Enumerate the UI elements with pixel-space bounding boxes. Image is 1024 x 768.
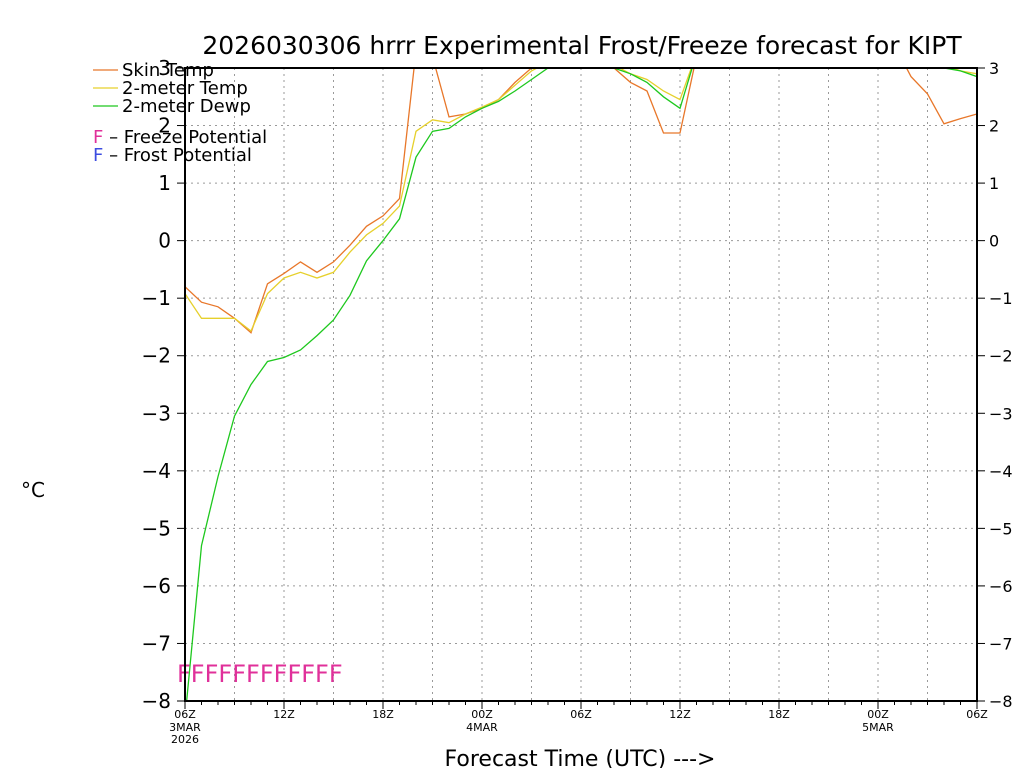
- y-axis-left: −8 −7 −6 −5 −4 −3 −2 −1 0 1 2 3: [142, 56, 185, 713]
- y-tick-label-right: −5: [989, 519, 1013, 538]
- y-tick-label: 0: [158, 229, 171, 253]
- x-tick-sublabel: 5MAR: [862, 721, 894, 734]
- y-tick-label: −6: [142, 574, 171, 598]
- y-tick-label: −3: [142, 401, 171, 425]
- y-tick-label: 1: [158, 171, 171, 195]
- y-tick-label: −2: [142, 344, 171, 368]
- series-line-2-meter-dewp: [185, 68, 977, 701]
- series-lines: [185, 68, 977, 701]
- x-tick-label: 06Z: [174, 708, 196, 721]
- potential-legend-label: – Frost Potential: [103, 145, 252, 166]
- x-tick-label: 00Z: [867, 708, 889, 721]
- chart-title: 2026030306 hrrr Experimental Frost/Freez…: [202, 31, 962, 60]
- y-tick-label: −8: [142, 689, 171, 713]
- y-tick-label-right: −7: [989, 634, 1013, 653]
- legend-label: 2-meter Temp: [122, 78, 248, 99]
- y-tick-label-right: −8: [989, 692, 1013, 711]
- potential-legend-item: F – Freeze Potential: [93, 127, 267, 148]
- y-axis-right: −8 −7 −6 −5 −4 −3 −2 −1 0 1 2 3: [977, 59, 1013, 711]
- series-line-2-meter-temp: [185, 68, 977, 333]
- x-tick-sublabel: 3MAR: [169, 721, 201, 734]
- y-tick-label-right: −4: [989, 462, 1013, 481]
- x-tick-label: 06Z: [966, 708, 988, 721]
- y-tick-label: −5: [142, 516, 171, 540]
- potential-legend-item: F – Frost Potential: [93, 145, 252, 166]
- legend-label: Skin Temp: [122, 60, 214, 81]
- y-tick-label: 2: [158, 114, 171, 138]
- freeze-flags-text: FFFFFFFFFFFF: [177, 660, 343, 688]
- y-tick-label-right: 0: [989, 232, 999, 251]
- x-tick-label: 12Z: [273, 708, 295, 721]
- legend-label: 2-meter Dewp: [122, 96, 251, 117]
- x-tick-sublabel: 4MAR: [466, 721, 498, 734]
- potential-legend-letter: F: [93, 145, 103, 166]
- y-tick-label: −7: [142, 631, 171, 655]
- y-tick-label-right: 1: [989, 174, 999, 193]
- y-tick-label: −1: [142, 286, 171, 310]
- y-axis-label: °C: [21, 478, 45, 502]
- x-tick-sublabel: 2026: [171, 733, 199, 746]
- y-tick-label-right: −6: [989, 577, 1013, 596]
- x-tick-label: 12Z: [669, 708, 691, 721]
- potential-legend-letter: F: [93, 127, 103, 148]
- y-tick-label-right: −2: [989, 347, 1013, 366]
- x-tick-label: 18Z: [372, 708, 394, 721]
- x-tick-label: 18Z: [768, 708, 790, 721]
- y-tick-label-right: −3: [989, 404, 1013, 423]
- y-tick-label: −4: [142, 459, 171, 483]
- y-tick-label: 3: [158, 56, 171, 80]
- potential-legend-label: – Freeze Potential: [103, 127, 267, 148]
- x-tick-label: 00Z: [471, 708, 493, 721]
- freeze-flags: FFFFFFFFFFFF: [177, 660, 343, 688]
- y-tick-label-right: 2: [989, 117, 999, 136]
- x-axis-label: Forecast Time (UTC) --->: [445, 747, 716, 768]
- plot-frame: [184, 67, 978, 702]
- x-tick-label: 06Z: [570, 708, 592, 721]
- y-tick-label-right: −1: [989, 289, 1013, 308]
- y-tick-label-right: 3: [989, 59, 999, 78]
- grid-lines: [185, 68, 977, 701]
- series-line-skin-temp: [185, 68, 977, 334]
